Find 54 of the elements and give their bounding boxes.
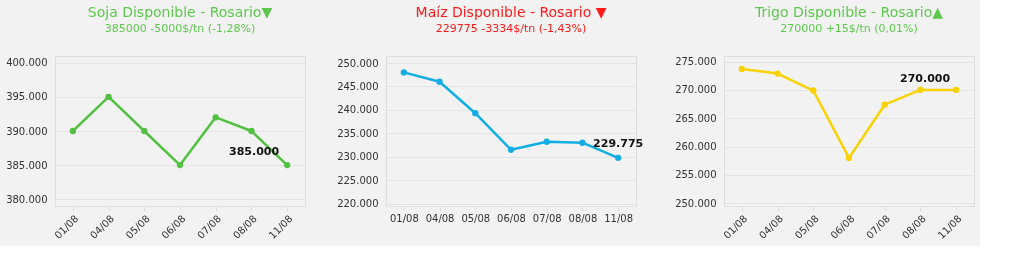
chart-title: Trigo Disponible - Rosario▲ bbox=[753, 4, 944, 20]
point bbox=[283, 161, 291, 169]
point bbox=[774, 70, 781, 77]
y-tick-label: 225.000 bbox=[337, 174, 379, 186]
point bbox=[810, 87, 817, 94]
data-label: 229.775 bbox=[593, 136, 644, 150]
y-tick-label: 400.000 bbox=[6, 57, 48, 69]
y-tick-label: 250.000 bbox=[337, 57, 379, 69]
y-tick-label: 260.000 bbox=[675, 141, 717, 153]
point bbox=[881, 101, 888, 108]
x-tick-label: 08/08 bbox=[568, 212, 598, 224]
y-tick-label: 250.000 bbox=[675, 197, 717, 209]
point bbox=[141, 127, 148, 135]
point bbox=[579, 139, 586, 146]
point bbox=[614, 154, 622, 161]
x-tick-label: 07/08 bbox=[532, 212, 562, 224]
chart-title: Maíz Disponible - Rosario ▼ bbox=[415, 4, 607, 20]
point bbox=[952, 86, 960, 94]
y-tick-label: 265.000 bbox=[675, 112, 717, 124]
point bbox=[917, 86, 924, 94]
y-tick-label: 270.000 bbox=[675, 84, 717, 96]
point bbox=[176, 161, 184, 169]
y-tick-label: 380.000 bbox=[6, 193, 48, 205]
point bbox=[248, 127, 255, 135]
x-tick-label: 11/08 bbox=[604, 212, 634, 224]
x-tick-label: 01/08 bbox=[389, 212, 419, 224]
y-tick-label: 255.000 bbox=[675, 169, 717, 181]
point bbox=[400, 69, 408, 76]
point bbox=[472, 110, 479, 117]
y-tick-label: 390.000 bbox=[6, 125, 48, 137]
y-tick-label: 275.000 bbox=[675, 56, 717, 68]
y-tick-label: 240.000 bbox=[337, 104, 379, 116]
point bbox=[738, 65, 746, 73]
point bbox=[436, 78, 443, 85]
x-tick-label: 06/08 bbox=[497, 212, 526, 224]
point bbox=[845, 154, 853, 162]
y-tick-label: 235.000 bbox=[337, 127, 379, 139]
y-tick-label: 385.000 bbox=[6, 159, 48, 171]
chart-subtitle: 229775 -3334$/tn (-1,43%) bbox=[435, 22, 587, 35]
y-tick-label: 230.000 bbox=[337, 151, 379, 163]
x-tick-label: 04/08 bbox=[425, 212, 455, 224]
chart-subtitle: 385000 -5000$/tn (-1,28%) bbox=[104, 22, 256, 35]
point bbox=[543, 138, 550, 145]
chart-subtitle: 270000 +15$/tn (0,01%) bbox=[780, 22, 918, 35]
y-tick-label: 395.000 bbox=[6, 91, 48, 103]
point bbox=[212, 114, 219, 121]
chart-title: Soja Disponible - Rosario▼ bbox=[87, 4, 273, 20]
y-tick-label: 220.000 bbox=[337, 198, 379, 210]
point bbox=[105, 93, 112, 101]
point bbox=[69, 127, 77, 135]
x-tick-label: 05/08 bbox=[461, 212, 491, 224]
point bbox=[507, 146, 515, 153]
data-label: 270.000 bbox=[900, 71, 951, 85]
y-tick-label: 245.000 bbox=[337, 80, 379, 92]
